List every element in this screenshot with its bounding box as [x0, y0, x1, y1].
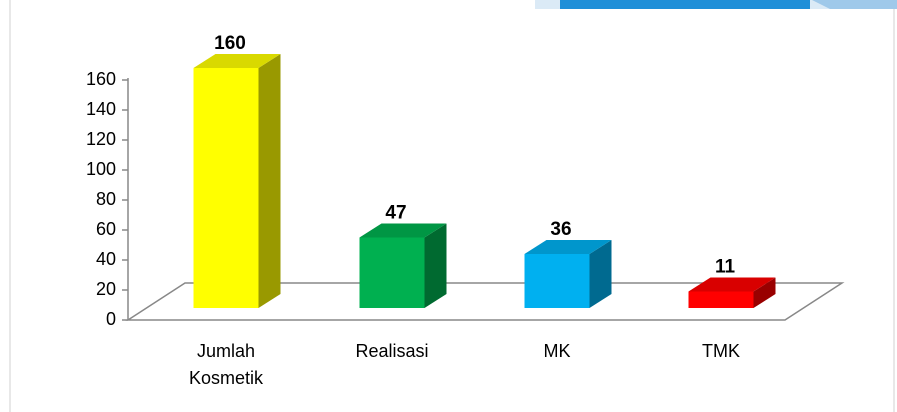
- x-tick-label: MK: [544, 341, 571, 361]
- x-tick-label: Realisasi: [355, 341, 428, 361]
- bar-side: [589, 240, 612, 308]
- bar-side: [258, 54, 281, 308]
- value-label: 47: [385, 203, 406, 224]
- header-bar: [560, 0, 810, 9]
- chart-frame: [9, 0, 895, 412]
- bar-side: [424, 223, 447, 308]
- y-tick-label: 120: [86, 129, 116, 149]
- bar: [688, 277, 776, 308]
- y-tick-label: 60: [96, 219, 116, 239]
- bar: [193, 54, 281, 308]
- x-tick-label: Jumlah Kosmetik: [189, 341, 264, 388]
- bar: [359, 223, 447, 308]
- bar-front: [524, 254, 590, 308]
- value-label: 36: [550, 219, 571, 240]
- value-label: 160: [214, 33, 246, 54]
- y-tick-label: 40: [96, 249, 116, 269]
- bar-top: [524, 240, 612, 254]
- y-tick-label: 140: [86, 99, 116, 119]
- bar-top: [193, 54, 281, 68]
- bar-top: [359, 223, 447, 238]
- bar-side: [753, 277, 776, 308]
- bar: [524, 240, 612, 308]
- y-tick-label: 20: [96, 279, 116, 299]
- y-tick-label: 100: [86, 159, 116, 179]
- y-tick-label: 0: [106, 309, 116, 329]
- y-tick-label: 80: [96, 189, 116, 209]
- bar-front: [359, 237, 425, 308]
- value-label: 11: [715, 257, 736, 278]
- floor: [125, 282, 845, 321]
- y-tick-label: 160: [86, 69, 116, 89]
- x-tick-label: TMK: [702, 341, 740, 361]
- bar-front: [193, 68, 259, 308]
- bar-top: [688, 277, 776, 292]
- bar-front: [688, 291, 754, 308]
- header-accent: [812, 0, 897, 9]
